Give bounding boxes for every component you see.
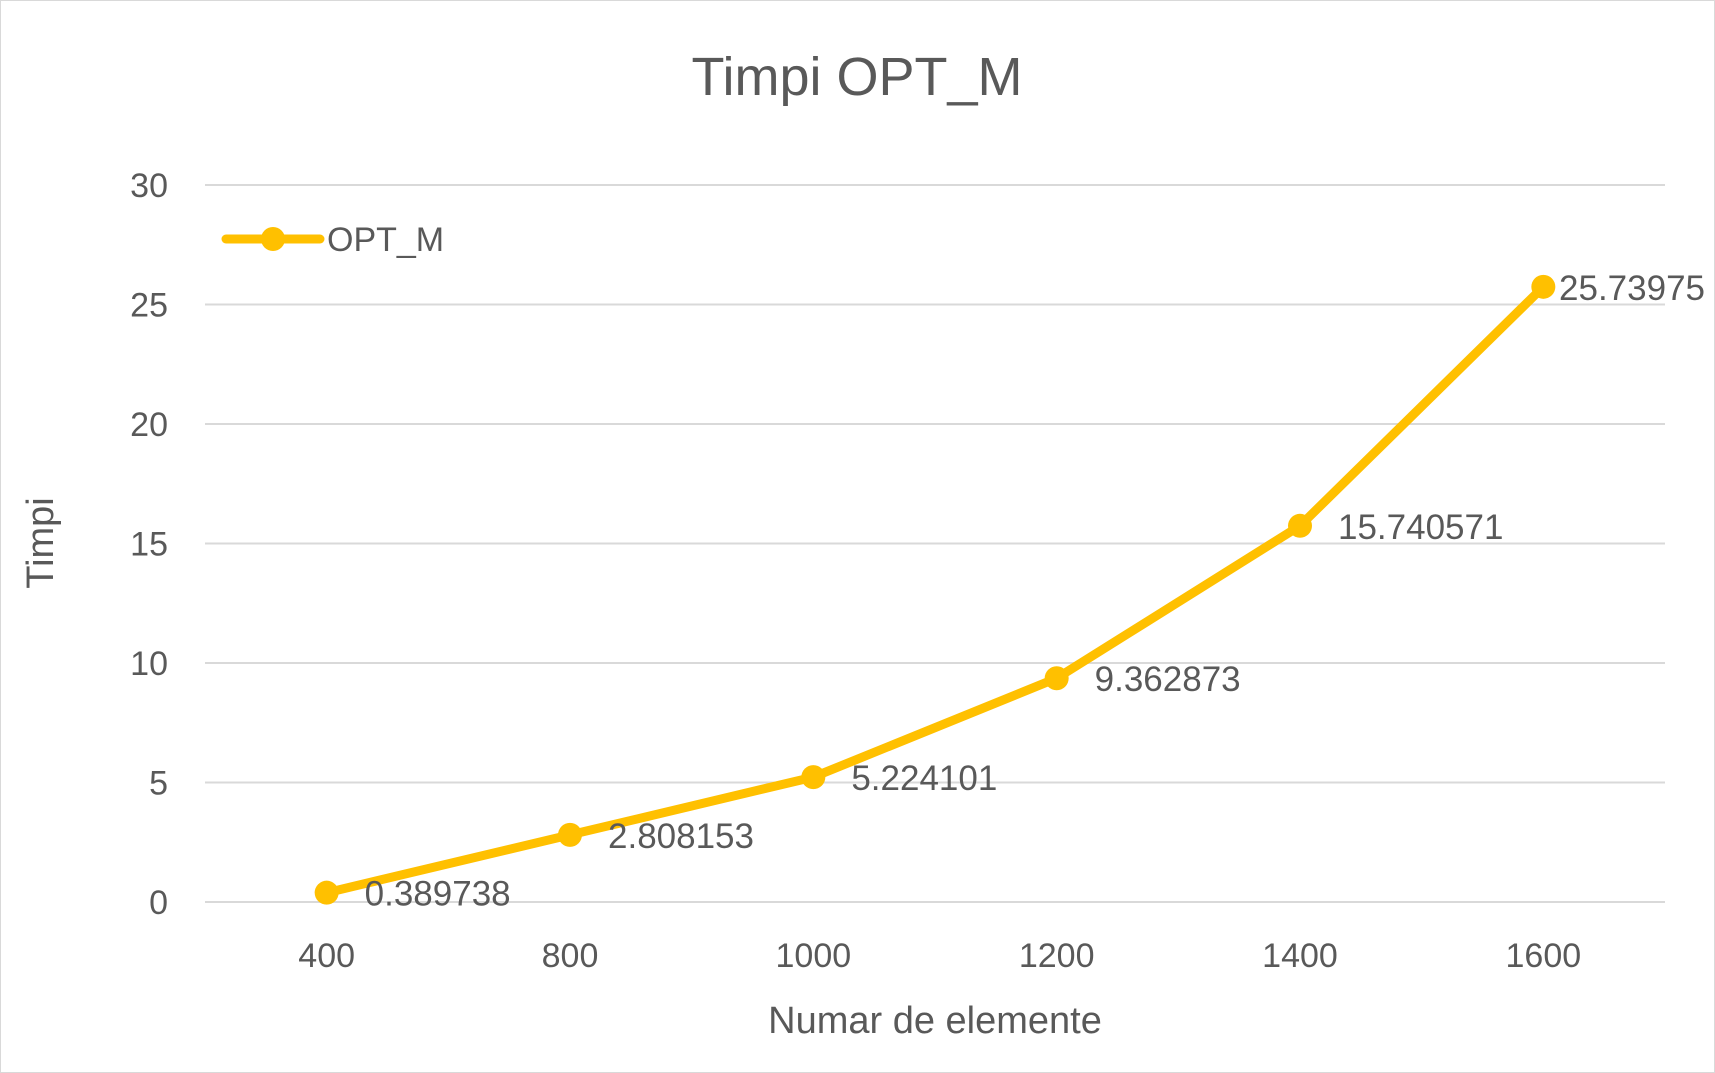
data-label: 0.389738 — [365, 875, 511, 914]
legend: OPT_M — [221, 221, 444, 259]
y-axis-ticks: 0 5 10 15 20 25 30 — [130, 167, 168, 922]
data-point — [1531, 274, 1556, 299]
data-point — [1288, 513, 1312, 538]
data-labels: 0.389738 2.808153 5.224101 9.362873 15.74057… — [365, 269, 1705, 914]
y-axis-title: Timpi — [20, 497, 62, 588]
data-label: 2.808153 — [608, 817, 754, 856]
y-tick-label: 0 — [149, 884, 168, 922]
chart-title: Timpi OPT_M — [691, 47, 1022, 107]
y-tick-label: 5 — [149, 765, 168, 803]
x-axis-title: Numar de elemente — [768, 1000, 1102, 1042]
y-tick-label: 10 — [130, 645, 168, 683]
y-tick-label: 25 — [130, 287, 168, 325]
legend-label: OPT_M — [327, 221, 444, 259]
x-tick-label: 1000 — [776, 937, 852, 975]
data-label: 15.740571 — [1338, 508, 1503, 547]
y-tick-label: 15 — [130, 526, 168, 564]
series-opt-m — [314, 274, 1556, 905]
x-tick-label: 800 — [542, 937, 599, 975]
data-point — [558, 822, 582, 847]
x-tick-label: 1400 — [1262, 937, 1338, 975]
data-point — [1044, 666, 1069, 691]
data-label: 5.224101 — [851, 759, 997, 798]
series-line-opt-m — [322, 282, 1548, 898]
data-label: 9.362873 — [1095, 660, 1241, 699]
data-label: 25.73975 — [1559, 269, 1705, 308]
y-tick-label: 20 — [130, 406, 168, 444]
x-tick-label: 1200 — [1019, 937, 1095, 975]
gridlines — [205, 184, 1665, 903]
x-tick-label: 1600 — [1506, 937, 1582, 975]
x-tick-label: 400 — [298, 937, 355, 975]
y-tick-label: 30 — [130, 167, 168, 205]
data-point — [801, 765, 826, 790]
data-point — [314, 880, 339, 905]
x-axis-ticks: 400 800 1000 1200 1400 1600 — [298, 937, 1581, 975]
legend-marker-swatch — [261, 227, 285, 251]
